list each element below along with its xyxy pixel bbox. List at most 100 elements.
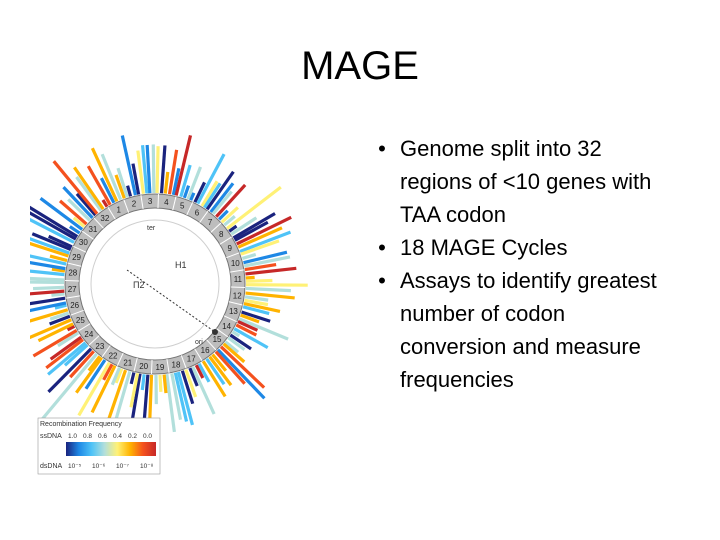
recombination-bar: [214, 350, 246, 385]
ring-region-label: 32: [100, 214, 109, 223]
recombination-bar: [219, 345, 266, 389]
ssdna-tick: 0.8: [83, 433, 92, 440]
ring-region-label: 17: [187, 355, 196, 364]
ring-inner-edge: [78, 207, 232, 361]
genome-inner: H1 Π2 ter ori: [90, 219, 220, 349]
recombination-bar: [230, 216, 258, 236]
recombination-bar: [52, 160, 99, 215]
ring-region-label: 25: [76, 316, 85, 325]
recombination-bar: [243, 255, 291, 268]
recombination-bar: [136, 150, 145, 194]
recombination-bar: [196, 153, 226, 205]
recombination-bar: [73, 166, 105, 211]
recombination-bar: [49, 314, 71, 326]
ring-region-label: 24: [84, 330, 93, 339]
recombination-bar: [186, 166, 203, 200]
recombination-bar: [58, 199, 88, 226]
recombination-bar: [241, 252, 257, 260]
recombination-bar: [51, 292, 65, 297]
recombination-bar: [244, 263, 277, 272]
ring-region-label: 19: [155, 363, 164, 372]
bullet-item: • Genome split into 32 regions of <10 ge…: [372, 132, 672, 231]
recombination-bar: [224, 340, 240, 354]
recombination-bar: [229, 333, 252, 351]
recombination-bar: [189, 192, 196, 201]
recombination-bar: [126, 185, 133, 197]
recombination-bar: [194, 364, 205, 379]
recombination-bar: [159, 145, 167, 194]
recombination-bar: [245, 286, 291, 293]
recombination-bar: [99, 177, 116, 204]
recombination-bar: [37, 352, 98, 425]
ring-region-label: 21: [123, 358, 132, 367]
recombination-bar: [188, 367, 199, 387]
recombination-bar: [241, 310, 271, 323]
recombination-bar: [51, 267, 66, 273]
recombination-bar: [30, 269, 65, 277]
bullet-dot: •: [378, 268, 386, 293]
ssdna-tick: 0.4: [113, 433, 122, 440]
genome-circle-plot: 12 3 4 567891011121314151617181920212223242…: [30, 135, 308, 475]
recombination-bar: [140, 145, 149, 194]
recombination-bar: [47, 347, 93, 394]
recombination-bar: [31, 232, 72, 252]
legend: Recombination Frequency ssDNA 1.0 0.8 0.6 0.4…: [37, 417, 161, 475]
recombination-bar: [86, 165, 112, 206]
recombination-bar: [75, 356, 103, 394]
recombination-bar: [197, 362, 211, 383]
recombination-bar: [151, 144, 156, 194]
recombination-bar: [233, 327, 269, 349]
recombination-bar: [217, 209, 229, 221]
recombination-bar: [245, 291, 295, 300]
recombination-bar: [232, 212, 276, 240]
recombination-bar: [140, 374, 146, 391]
recombination-bar: [226, 185, 282, 230]
recombination-bar: [167, 149, 179, 195]
recombination-bar: [30, 205, 79, 238]
recombination-bar: [220, 206, 239, 224]
recombination-bar: [66, 324, 76, 332]
recombination-bar: [129, 373, 140, 408]
recombination-bar: [72, 216, 86, 228]
recombination-bar: [170, 373, 183, 421]
recombination-bar: [237, 320, 259, 332]
pi2-label: Π2: [133, 280, 145, 290]
recombination-bar: [62, 186, 94, 219]
recombination-bar: [75, 176, 103, 212]
recombination-bar: [171, 168, 181, 196]
ring-band: [65, 194, 245, 374]
recombination-bar: [30, 241, 69, 258]
recombination-bar: [113, 371, 132, 425]
recombination-bar: [45, 338, 84, 370]
dsdna-label: dsDNA: [40, 463, 63, 470]
recombination-bar: [215, 183, 247, 218]
recombination-bar: [245, 275, 255, 280]
recombination-bars: [30, 135, 308, 463]
recombination-bar: [162, 374, 168, 394]
recombination-bar: [243, 250, 288, 265]
ring-region-label: 28: [68, 269, 77, 278]
recombination-bar: [30, 211, 77, 241]
bullet-item: • 18 MAGE Cycles: [372, 231, 672, 264]
recombination-bar: [200, 180, 219, 207]
bullet-list: • Genome split into 32 regions of <10 ge…: [372, 132, 672, 396]
recombination-bar: [30, 308, 69, 323]
recombination-bar: [75, 192, 97, 217]
recombination-bar: [239, 313, 260, 324]
ring-region-label: 20: [139, 362, 148, 371]
recombination-bar: [49, 335, 83, 361]
recombination-bar: [193, 181, 206, 203]
ring-region-label: 18: [172, 360, 181, 369]
recombination-bar: [223, 215, 236, 227]
ori-label: ori: [195, 339, 203, 346]
ter-label: ter: [147, 225, 156, 232]
ring-region-label: 30: [79, 238, 88, 247]
recombination-bar: [179, 164, 192, 198]
dsdna-tick: 10⁻⁷: [116, 463, 130, 470]
recombination-bar: [57, 331, 80, 348]
bullet-item: • Assays to identify greatest number of …: [372, 264, 672, 396]
dsdna-tick: 10⁻⁶: [92, 463, 106, 470]
recombination-bar: [48, 234, 73, 249]
recombination-bar: [180, 370, 195, 405]
recombination-bar: [191, 366, 216, 415]
